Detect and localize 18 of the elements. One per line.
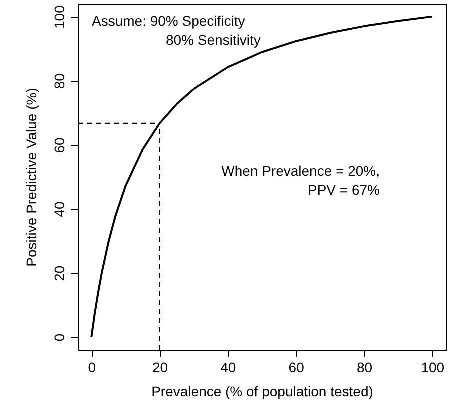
y-axis-title: Positive Predictive Value (%) xyxy=(24,88,40,267)
annotation: 80% Sensitivity xyxy=(166,32,261,48)
x-axis-title: Prevalence (% of population tested) xyxy=(152,384,374,400)
annotation: When Prevalence = 20%, xyxy=(222,163,380,179)
y-tick-label: 60 xyxy=(52,137,68,154)
x-tick-label: 80 xyxy=(356,360,373,376)
y-tick-label: 40 xyxy=(52,202,68,218)
y-tick-label: 20 xyxy=(52,266,68,282)
y-tick-label: 100 xyxy=(52,5,68,29)
y-tick-label: 0 xyxy=(52,334,68,342)
annotation: PPV = 67% xyxy=(308,182,380,198)
x-tick-label: 100 xyxy=(421,360,445,376)
annotation: Assume: 90% Specificity xyxy=(92,13,246,29)
x-tick-label: 20 xyxy=(152,360,168,376)
y-tick-label: 80 xyxy=(52,73,68,90)
x-tick-label: 60 xyxy=(288,360,305,376)
x-tick-label: 40 xyxy=(220,360,236,376)
x-tick-label: 0 xyxy=(88,360,96,376)
